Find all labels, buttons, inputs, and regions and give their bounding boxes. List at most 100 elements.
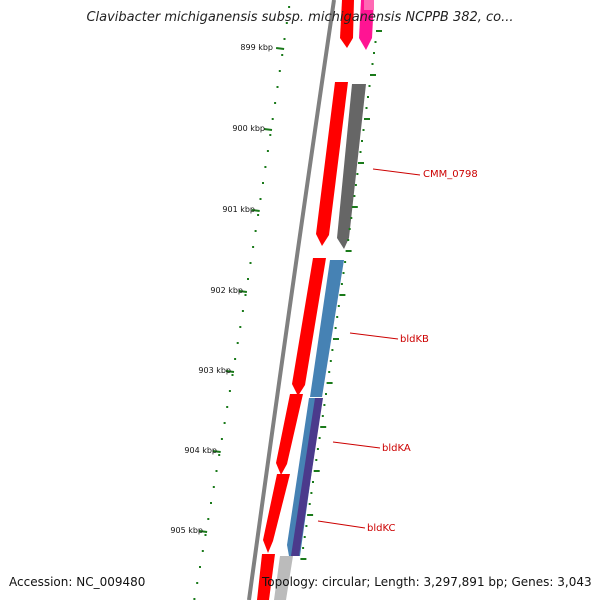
ruler-dot <box>288 6 291 8</box>
ruler-dot <box>228 390 231 392</box>
ruler-dot <box>236 342 239 344</box>
ruler-dot <box>344 261 347 263</box>
ruler-dot <box>264 166 267 168</box>
ruler <box>193 6 291 600</box>
ruler-dot <box>323 404 326 406</box>
ruler-dot <box>307 514 314 516</box>
cds-arrow[interactable] <box>292 258 326 396</box>
gene-arrow-purple[interactable] <box>291 398 323 556</box>
cds-arrow[interactable] <box>257 554 275 600</box>
major-tick <box>198 530 208 533</box>
ruler-dot <box>371 63 374 65</box>
ruler-dot <box>196 582 199 584</box>
ruler-dot <box>281 54 284 56</box>
right-ruler-dots <box>300 30 382 560</box>
ruler-dot <box>285 22 288 24</box>
ruler-dot <box>241 310 244 312</box>
ruler-dot <box>353 195 356 197</box>
ruler-dot <box>361 140 363 142</box>
leader-line <box>332 441 381 449</box>
ruler-dot <box>376 30 382 32</box>
gene-label-cmm-0798[interactable]: CMM_0798 <box>423 169 478 180</box>
ruler-dot <box>204 534 207 536</box>
gene-arrow-gray[interactable] <box>337 84 366 249</box>
map-title: Clavibacter michiganensis subsp. michiga… <box>86 10 514 25</box>
ruler-dot <box>326 382 333 384</box>
ruler-dot <box>305 525 308 527</box>
ruler-dot <box>220 438 223 440</box>
ruler-dot <box>266 150 269 152</box>
ruler-dot <box>328 371 331 373</box>
leader-line <box>372 168 421 176</box>
ruler-dot <box>342 272 345 274</box>
tick-marks <box>198 47 285 533</box>
ruler-dot <box>325 393 327 395</box>
gene-arrow-pink-detail <box>364 0 374 10</box>
major-tick <box>275 47 285 50</box>
cds-arrow[interactable] <box>340 0 354 48</box>
gene-label-bldkc[interactable]: bldKC <box>367 523 395 534</box>
ruler-dot <box>274 102 277 104</box>
ruler-dot <box>320 426 327 428</box>
ruler-dot <box>370 74 376 76</box>
tick-label: 903 kbp <box>198 366 231 375</box>
ruler-dot <box>283 38 286 40</box>
ruler-dot <box>358 162 364 164</box>
ruler-dot <box>269 134 272 136</box>
ruler-dot <box>345 250 352 252</box>
ruler-dot <box>244 294 247 296</box>
ruler-dot <box>339 294 346 296</box>
cds-arrow[interactable] <box>276 394 303 475</box>
ruler-dot <box>262 182 264 184</box>
ruler-dot <box>351 206 358 208</box>
ruler-dot <box>368 85 371 87</box>
ruler-dot <box>239 326 242 328</box>
tick-label: 904 kbp <box>184 446 217 455</box>
ruler-dot <box>333 338 339 340</box>
ruler-dot <box>359 151 362 153</box>
ruler-dot <box>249 262 252 264</box>
gene-arrow-blue[interactable] <box>310 260 344 397</box>
ruler-dot <box>207 518 210 520</box>
ruler-dot <box>300 558 307 560</box>
ruler-dot <box>210 502 212 504</box>
ruler-dot <box>316 448 319 450</box>
ruler-dot <box>318 437 321 439</box>
leader-line <box>317 520 366 529</box>
cds-arrow[interactable] <box>263 474 290 553</box>
gene-arrow-lightgray[interactable] <box>274 556 293 600</box>
ruler-dot <box>348 228 351 230</box>
ruler-dot <box>356 173 359 175</box>
ruler-dot <box>199 566 201 568</box>
accession-text: Accession: NC_009480 <box>9 575 146 589</box>
tick-label: 905 kbp <box>170 526 203 535</box>
ruler-dot <box>223 422 226 424</box>
ruler-dot <box>374 41 377 43</box>
tick-label: 900 kbp <box>232 124 265 133</box>
major-tick <box>238 290 248 293</box>
cds-arrow[interactable] <box>316 82 348 246</box>
gene-label-bldka[interactable]: bldKA <box>382 443 411 454</box>
ruler-dot <box>201 550 204 552</box>
ruler-dot <box>313 470 320 472</box>
major-tick <box>212 450 221 453</box>
ruler-dot <box>350 217 353 219</box>
leader-line <box>349 332 399 340</box>
ruler-dot <box>278 70 281 72</box>
gene-arrow-pink[interactable] <box>359 0 374 50</box>
major-tick <box>225 370 235 373</box>
ruler-dot <box>215 470 218 472</box>
ruler-dot <box>340 283 343 285</box>
ruler-dot <box>321 415 324 417</box>
ruler-dot <box>252 246 255 248</box>
ruler-dot <box>218 454 221 456</box>
ruler-dot <box>362 129 365 131</box>
ruler-dot <box>367 96 369 98</box>
tick-label: 902 kbp <box>210 286 243 295</box>
ruler-dot <box>257 214 260 216</box>
ruler-dot <box>226 406 229 408</box>
gene-label-bldkb[interactable]: bldKB <box>400 334 429 345</box>
ruler-dot <box>276 86 279 88</box>
ruler-dot <box>315 459 318 461</box>
